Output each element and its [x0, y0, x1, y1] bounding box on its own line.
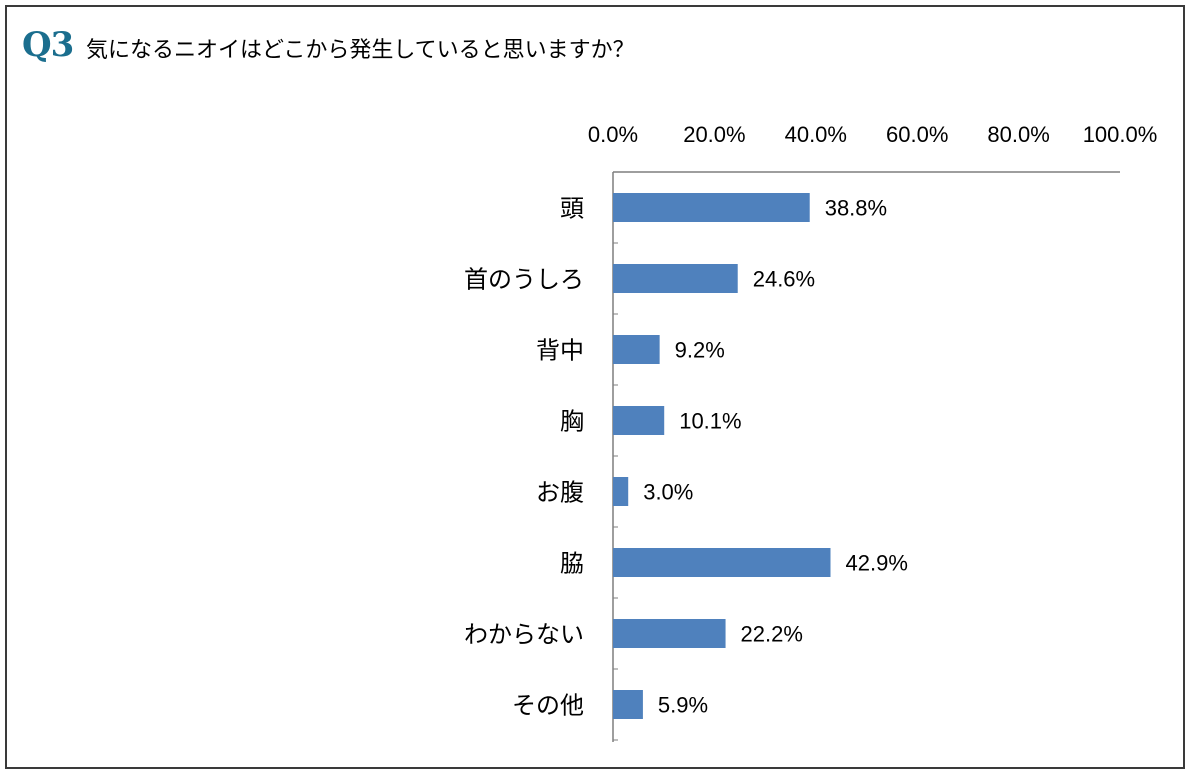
x-axis-ticks: 0.0% 20.0% 40.0% 60.0% 80.0% 100.0%: [588, 122, 1157, 147]
category-label: お腹: [536, 479, 584, 507]
x-tick-label: 20.0%: [683, 122, 745, 147]
data-label: 38.8%: [825, 196, 887, 221]
category-label: 首のうしろ: [464, 266, 584, 294]
question-text: 気になるニオイはどこから発生していると思いますか？: [86, 38, 635, 63]
x-tick-label: 100.0%: [1083, 122, 1158, 147]
bar: [613, 548, 831, 577]
category-label: 頭: [560, 195, 584, 223]
data-label: 3.0%: [643, 480, 693, 505]
bar: [613, 477, 629, 506]
axis: [612, 171, 1120, 742]
bar: [613, 264, 738, 293]
bars: [613, 193, 831, 719]
data-label: 22.2%: [741, 622, 803, 647]
data-labels: 38.8% 24.6% 9.2% 10.1% 3.0% 42.9% 22.2% 5.9%: [643, 196, 908, 718]
x-tick-label: 0.0%: [588, 122, 638, 147]
data-label: 42.9%: [846, 551, 908, 576]
category-label: 脇: [560, 550, 584, 578]
data-label: 5.9%: [658, 693, 708, 718]
data-label: 24.6%: [753, 267, 815, 292]
category-label: わからない: [464, 621, 584, 649]
category-label: 背中: [536, 337, 584, 365]
x-tick-label: 80.0%: [987, 122, 1049, 147]
chart-frame: [5, 5, 1185, 769]
x-tick-label: 60.0%: [886, 122, 948, 147]
category-label: 胸: [560, 408, 584, 436]
bar: [613, 335, 660, 364]
x-tick-label: 40.0%: [785, 122, 847, 147]
bar: [613, 690, 643, 719]
bar: [613, 406, 665, 435]
data-label: 9.2%: [675, 338, 725, 363]
bar: [613, 619, 726, 648]
bar: [613, 193, 810, 222]
data-label: 10.1%: [679, 409, 741, 434]
question-number: Q3: [22, 25, 74, 65]
category-label: その他: [512, 692, 584, 720]
